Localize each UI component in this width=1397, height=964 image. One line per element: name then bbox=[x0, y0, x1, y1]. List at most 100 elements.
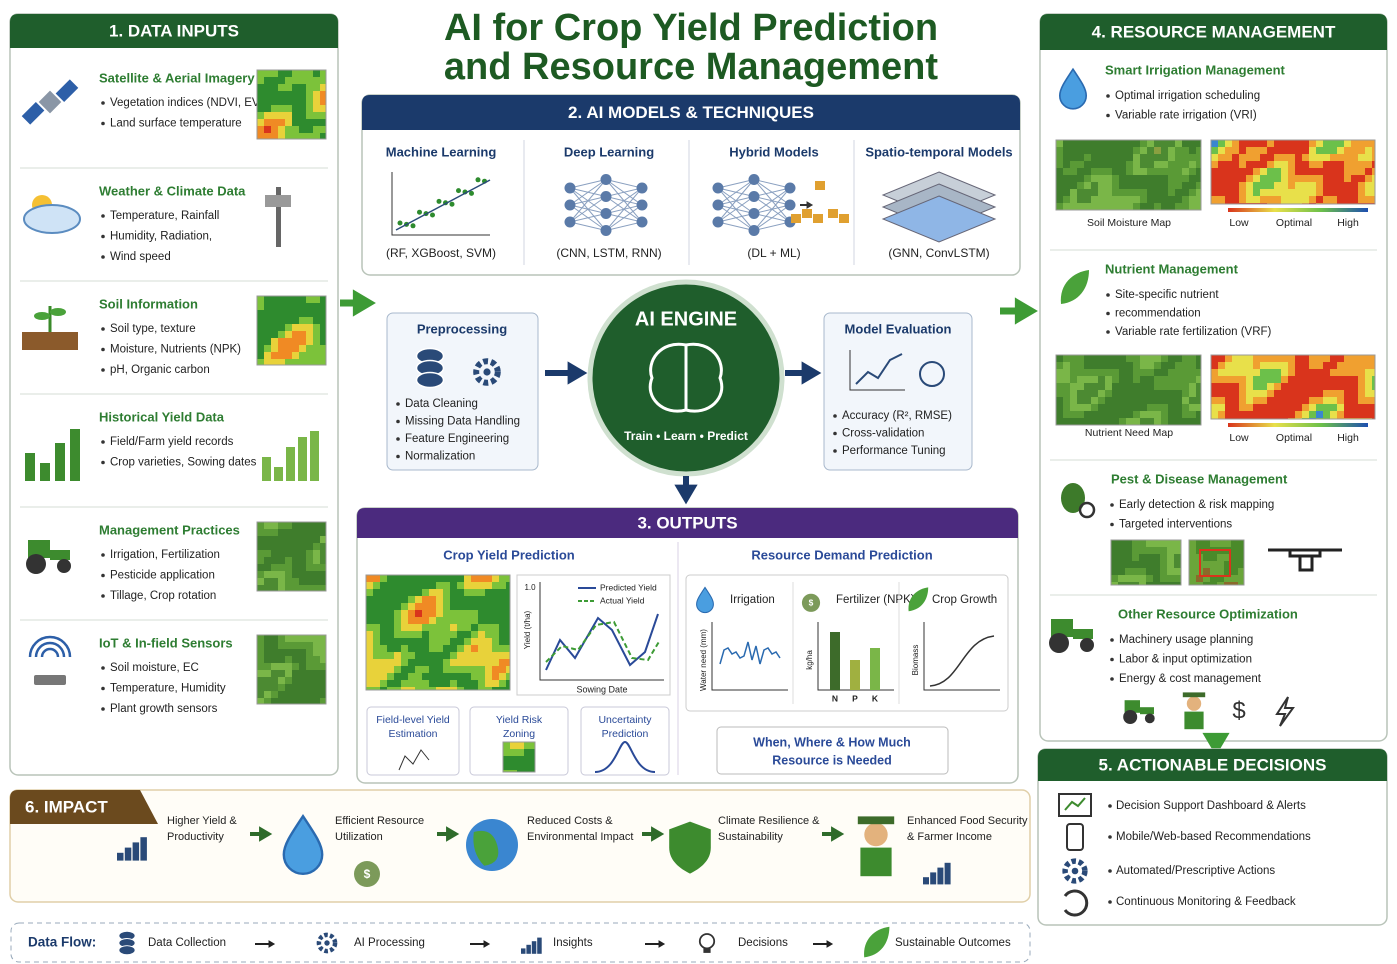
map-cell bbox=[485, 673, 492, 680]
map-cell bbox=[1337, 397, 1344, 404]
map-cell bbox=[257, 296, 264, 303]
map-cell bbox=[1063, 355, 1070, 362]
map-cell bbox=[422, 680, 429, 687]
map-cell bbox=[1091, 175, 1098, 182]
map-cell bbox=[285, 105, 292, 112]
map-cell bbox=[299, 84, 306, 91]
map-cell bbox=[292, 338, 299, 345]
map-cell bbox=[1175, 168, 1182, 175]
map-cell bbox=[257, 529, 264, 536]
model-detail: (GNN, ConvLSTM) bbox=[888, 246, 989, 260]
map-cell bbox=[401, 610, 408, 617]
map-cell bbox=[1309, 196, 1316, 203]
map-cell bbox=[1119, 355, 1126, 362]
scale-bar bbox=[1228, 208, 1368, 212]
map-cell bbox=[306, 84, 313, 91]
map-cell bbox=[1077, 383, 1084, 390]
map-cell bbox=[306, 585, 313, 591]
map-cell bbox=[1126, 383, 1133, 390]
map-cell bbox=[1153, 568, 1160, 575]
map-cell bbox=[1070, 404, 1077, 411]
map-cell bbox=[1316, 161, 1323, 168]
map-cell bbox=[485, 631, 492, 638]
map-cell bbox=[292, 359, 299, 365]
map-cell bbox=[320, 571, 326, 578]
map-cell bbox=[306, 345, 313, 352]
map-cell bbox=[1225, 355, 1232, 362]
gear-icon-part bbox=[324, 940, 329, 945]
map-cell bbox=[1211, 161, 1218, 168]
map-cell bbox=[306, 550, 313, 557]
map-cell bbox=[1337, 189, 1344, 196]
map-cell bbox=[1323, 404, 1330, 411]
map-cell bbox=[380, 610, 387, 617]
map-cell bbox=[1056, 196, 1063, 203]
map-cell bbox=[292, 670, 299, 677]
map-cell bbox=[1161, 369, 1168, 376]
map-cell bbox=[320, 91, 326, 98]
map-cell bbox=[1351, 182, 1358, 189]
map-cell bbox=[1126, 376, 1133, 383]
map-cell bbox=[1056, 140, 1063, 147]
map-cell bbox=[1077, 182, 1084, 189]
map-cell bbox=[278, 543, 285, 550]
map-cell bbox=[320, 352, 326, 359]
map-cell bbox=[1161, 404, 1168, 411]
map-cell bbox=[387, 582, 394, 589]
map-cell bbox=[422, 659, 429, 666]
map-cell bbox=[278, 585, 285, 591]
bullet-text: Plant growth sensors bbox=[110, 703, 218, 715]
map-cell bbox=[436, 617, 443, 624]
map-cell bbox=[1168, 418, 1175, 425]
map-cell bbox=[1091, 203, 1098, 210]
map-cell bbox=[1077, 189, 1084, 196]
map-cell bbox=[380, 589, 387, 596]
bar-icon bbox=[40, 463, 50, 481]
box-title: Model Evaluation bbox=[845, 321, 952, 336]
map-cell bbox=[278, 691, 285, 698]
map-cell bbox=[1358, 376, 1365, 383]
map-cell bbox=[1119, 175, 1126, 182]
map-cell bbox=[1091, 182, 1098, 189]
map-cell bbox=[1203, 540, 1210, 547]
map-cell bbox=[429, 638, 436, 645]
map-cell bbox=[492, 652, 499, 659]
model-name: Hybrid Models bbox=[729, 144, 819, 159]
map-cell bbox=[471, 575, 478, 582]
map-cell bbox=[1098, 154, 1105, 161]
map-cell bbox=[271, 133, 278, 139]
map-cell bbox=[1260, 147, 1267, 154]
map-cell bbox=[313, 642, 320, 649]
map-cell bbox=[1168, 196, 1175, 203]
model-detail: (RF, XGBoost, SVM) bbox=[386, 246, 496, 260]
map-cell bbox=[1168, 175, 1175, 182]
map-cell bbox=[366, 617, 373, 624]
map-cell bbox=[264, 656, 271, 663]
map-cell bbox=[1175, 376, 1182, 383]
map-cell bbox=[422, 610, 429, 617]
map-cell bbox=[1365, 404, 1372, 411]
scale-label: Optimal bbox=[1276, 432, 1312, 444]
map-cell bbox=[1182, 196, 1189, 203]
map-cell bbox=[1232, 355, 1239, 362]
map-cell bbox=[278, 112, 285, 119]
map-cell bbox=[506, 673, 510, 680]
map-cell bbox=[285, 543, 292, 550]
bullet-dot bbox=[1110, 658, 1114, 662]
map-cell bbox=[1112, 418, 1119, 425]
map-cell bbox=[257, 564, 264, 571]
map-cell bbox=[401, 603, 408, 610]
map-cell bbox=[1323, 369, 1330, 376]
map-cell bbox=[299, 112, 306, 119]
map-cell bbox=[415, 624, 422, 631]
map-cell bbox=[1337, 196, 1344, 203]
map-cell bbox=[1112, 175, 1119, 182]
input-title: Soil Information bbox=[99, 296, 198, 311]
map-cell bbox=[499, 617, 506, 624]
map-cell bbox=[387, 617, 394, 624]
map-cell bbox=[257, 670, 264, 677]
map-cell bbox=[320, 331, 326, 338]
map-cell bbox=[422, 603, 429, 610]
map-cell bbox=[1225, 404, 1232, 411]
map-cell bbox=[524, 742, 531, 749]
